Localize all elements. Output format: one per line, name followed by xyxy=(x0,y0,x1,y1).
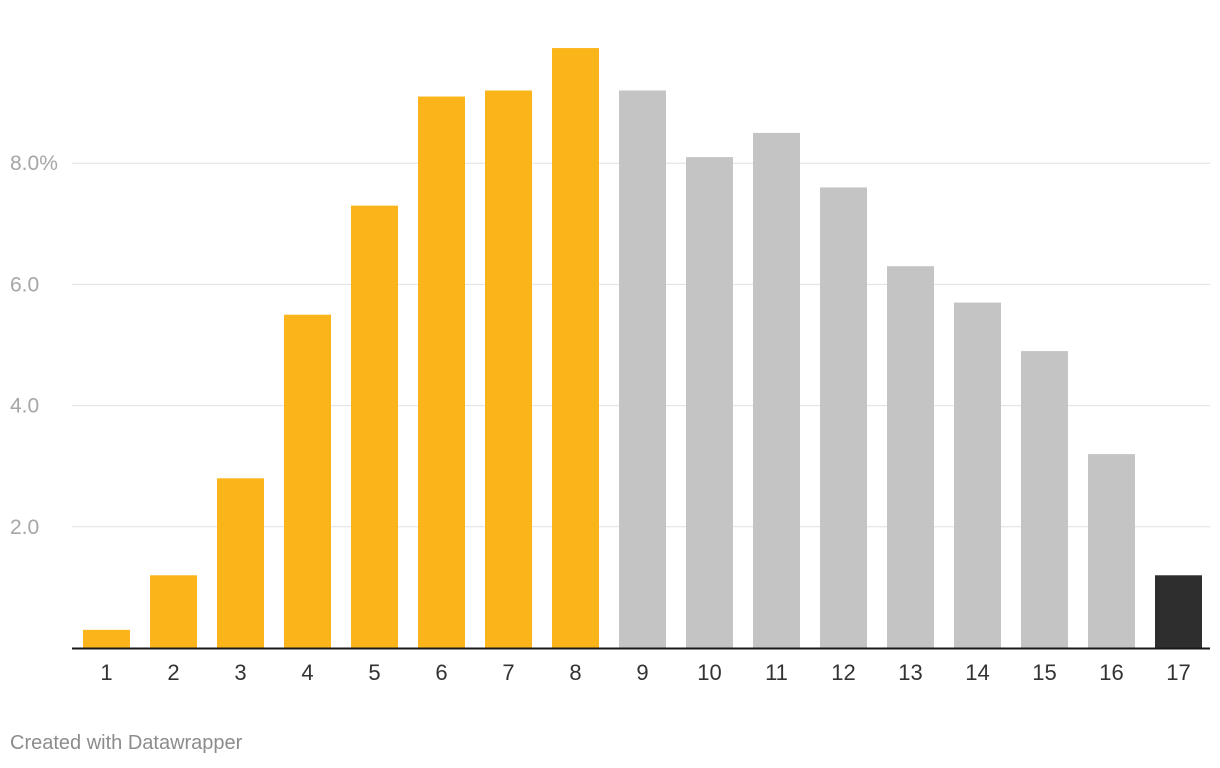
bar-14 xyxy=(954,302,1001,648)
x-tick-label: 9 xyxy=(636,660,648,685)
bar-12 xyxy=(820,187,867,648)
x-tick-label: 10 xyxy=(697,660,721,685)
x-tick-label: 16 xyxy=(1099,660,1123,685)
bar-10 xyxy=(686,157,733,648)
y-axis-labels: 2.0 4.0 6.0 8.0% xyxy=(10,152,58,539)
x-tick-label: 11 xyxy=(765,660,788,685)
y-tick-label: 2.0 xyxy=(10,516,39,539)
bar-4 xyxy=(284,314,331,648)
bar-15 xyxy=(1021,351,1068,648)
y-tick-label: 4.0 xyxy=(10,395,39,418)
bar-2 xyxy=(150,575,197,648)
bar-11 xyxy=(753,132,800,648)
bar-chart: 2.04.06.08.0% 1 2 3 4 5 6 7 8 9 10 11 12 13 14 15 16 17 xyxy=(10,48,1210,685)
x-tick-label: 14 xyxy=(965,660,989,685)
x-tick-label: 1 xyxy=(100,660,112,685)
x-tick-label: 4 xyxy=(301,660,313,685)
x-tick-label: 7 xyxy=(502,660,514,685)
x-tick-label: 15 xyxy=(1032,660,1056,685)
bar-17 xyxy=(1155,575,1202,648)
bar-7 xyxy=(485,90,532,649)
bar-6 xyxy=(418,96,465,649)
bar-1 xyxy=(83,629,130,648)
x-tick-label: 3 xyxy=(234,660,246,685)
y-tick-label: 6.0 xyxy=(10,273,39,296)
x-tick-label: 17 xyxy=(1166,660,1190,685)
bar-5 xyxy=(351,205,398,648)
x-tick-label: 5 xyxy=(368,660,380,685)
datawrapper-credit: Created with Datawrapper xyxy=(10,732,243,754)
y-tick-label: 8.0% xyxy=(10,152,58,175)
x-axis-labels: 1 2 3 4 5 6 7 8 9 10 11 12 13 14 15 16 17 xyxy=(100,660,1190,685)
bar-16 xyxy=(1088,454,1135,648)
x-tick-label: 13 xyxy=(898,660,922,685)
x-tick-label: 8 xyxy=(569,660,581,685)
bar-9 xyxy=(619,90,666,649)
bars xyxy=(83,48,1202,649)
x-tick-label: 2 xyxy=(167,660,179,685)
bar-13 xyxy=(887,266,934,648)
x-tick-label: 6 xyxy=(435,660,447,685)
bar-3 xyxy=(217,478,264,648)
x-tick-label: 12 xyxy=(831,660,855,685)
bar-8 xyxy=(552,48,599,649)
